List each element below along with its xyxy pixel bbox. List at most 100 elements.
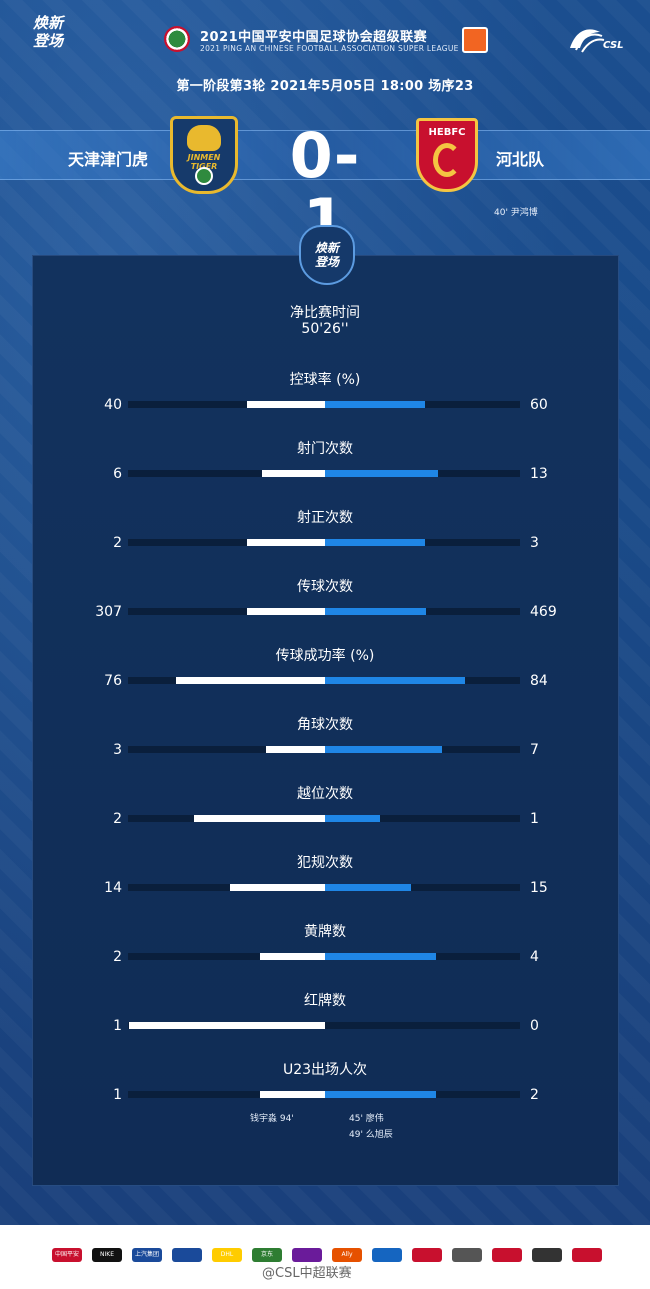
stat-away-value: 3: [530, 535, 539, 551]
league-title: 2021中国平安中国足球协会超级联赛: [200, 30, 428, 45]
stat-home-bar: [262, 470, 325, 477]
stat-label: 越位次数: [297, 786, 353, 802]
stat-home-bar: [247, 608, 325, 615]
stat-label: 射门次数: [297, 441, 353, 457]
stat-home-value: 14: [104, 880, 122, 896]
brand-logo: 焕新 登场: [22, 14, 74, 58]
sponsor-logo-icon: [452, 1248, 482, 1262]
u23-away-note-2: 49' 么旭辰: [349, 1130, 393, 1140]
brand-line-2: 登场: [314, 255, 339, 269]
sponsor-badge-icon: [462, 27, 488, 53]
header: 焕新 登场 2021中国平安中国足球协会超级联赛 2021 PING AN CHI…: [0, 0, 650, 70]
brand-line-1: 焕新: [314, 241, 339, 255]
stat-home-bar: [266, 746, 325, 753]
csl-text: CSL: [603, 40, 624, 51]
stat-away-value: 1: [530, 811, 539, 827]
home-team-name: 天津津门虎: [68, 150, 149, 169]
stat-away-bar: [325, 953, 436, 960]
stat-away-value: 469: [530, 604, 557, 620]
brand-line-2: 登场: [32, 32, 63, 50]
stat-home-bar: [194, 815, 325, 822]
football-icon: [195, 167, 213, 185]
sponsor-logo-icon: DHL: [212, 1248, 242, 1262]
stat-away-bar: [325, 677, 465, 684]
weibo-watermark: @CSL中超联赛: [262, 1266, 352, 1281]
duration-value: 50'26'': [301, 321, 349, 337]
league-subtitle: 2021 PING AN CHINESE FOOTBALL ASSOCIATIO…: [200, 44, 459, 53]
stat-away-bar: [325, 815, 380, 822]
stat-away-value: 4: [530, 949, 539, 965]
stat-label: 红牌数: [304, 993, 346, 1009]
brand-line-1: 焕新: [32, 14, 63, 32]
away-team-crest-icon: HEBFC: [416, 118, 478, 192]
stat-away-bar: [325, 1091, 436, 1098]
away-crest-text: HEBFC: [428, 127, 466, 138]
match-info: 第一阶段第3轮 2021年5月05日 18:00 场序23: [176, 79, 474, 94]
stat-home-value: 40: [104, 397, 122, 413]
stat-away-bar: [325, 608, 426, 615]
sponsor-logo-icon: 京东: [252, 1248, 282, 1262]
stat-label: 黄牌数: [304, 924, 346, 940]
csl-logo-icon: [570, 29, 605, 53]
u23-away-note-1: 45' 廖伟: [349, 1114, 384, 1124]
stat-label: 控球率 (%): [289, 372, 361, 388]
stat-label: U23出场人次: [282, 1062, 368, 1078]
home-team-crest-icon: JINMEN TIGER: [170, 116, 238, 194]
home-crest-text: JINMEN TIGER: [187, 153, 221, 171]
stat-away-value: 60: [530, 397, 548, 413]
stat-away-value: 7: [530, 742, 539, 758]
stat-home-value: 307: [95, 604, 122, 620]
stat-label: 犯规次数: [297, 855, 353, 871]
stat-home-value: 2: [113, 811, 122, 827]
sponsor-footer: 中国平安 NIKE 上汽集团 DHL 京东 Ally: [0, 1225, 650, 1289]
sponsor-logo-icon: 上汽集团: [132, 1248, 162, 1262]
stat-away-value: 15: [530, 880, 548, 896]
sponsor-logo-icon: [172, 1248, 202, 1262]
stat-home-bar: [176, 677, 325, 684]
u23-home-note: 钱宇淼 94': [250, 1114, 294, 1124]
stat-home-bar: [230, 884, 325, 891]
stat-away-value: 2: [530, 1087, 539, 1103]
stat-away-value: 84: [530, 673, 548, 689]
stats-panel: [32, 255, 619, 1186]
stat-label: 射正次数: [297, 510, 353, 526]
stat-home-value: 1: [113, 1018, 122, 1034]
stat-away-bar: [325, 746, 442, 753]
stat-home-value: 1: [113, 1087, 122, 1103]
sponsor-logo-icon: Ally: [332, 1248, 362, 1262]
sponsor-logo-icon: [372, 1248, 402, 1262]
away-team-name: 河北队: [496, 150, 545, 169]
sponsor-logo-icon: [292, 1248, 322, 1262]
dragon-icon: [433, 143, 461, 177]
stat-label: 传球成功率 (%): [275, 648, 375, 664]
stat-home-bar: [260, 1091, 325, 1098]
stat-home-value: 3: [113, 742, 122, 758]
stat-home-value: 76: [104, 673, 122, 689]
stat-away-bar: [325, 470, 438, 477]
sponsor-logo-icon: [412, 1248, 442, 1262]
stat-home-bar: [260, 953, 325, 960]
cfa-emblem-icon: [164, 26, 190, 52]
score-band: [0, 130, 650, 180]
sponsor-logo-icon: [532, 1248, 562, 1262]
stat-away-bar: [325, 884, 411, 891]
stat-home-bar: [129, 1022, 325, 1029]
stat-home-value: 2: [113, 535, 122, 551]
stat-home-value: 6: [113, 466, 122, 482]
sponsor-logo-icon: [572, 1248, 602, 1262]
sponsor-logo-icon: [492, 1248, 522, 1262]
stat-away-bar: [325, 539, 425, 546]
stat-home-value: 2: [113, 949, 122, 965]
stat-away-value: 13: [530, 466, 548, 482]
panel-badge-icon: 焕新 登场: [299, 225, 355, 285]
stat-away-value: 0: [530, 1018, 539, 1034]
sponsor-logo-icon: NIKE: [92, 1248, 122, 1262]
stat-away-bar: [325, 401, 425, 408]
stat-home-bar: [247, 401, 325, 408]
stat-label: 传球次数: [297, 579, 353, 595]
duration-label: 净比赛时间: [290, 305, 360, 321]
sponsor-logo-icon: 中国平安: [52, 1248, 82, 1262]
stat-label: 角球次数: [297, 717, 353, 733]
away-goal-event: 40' 尹鸿博: [494, 208, 538, 218]
stat-home-bar: [247, 539, 325, 546]
